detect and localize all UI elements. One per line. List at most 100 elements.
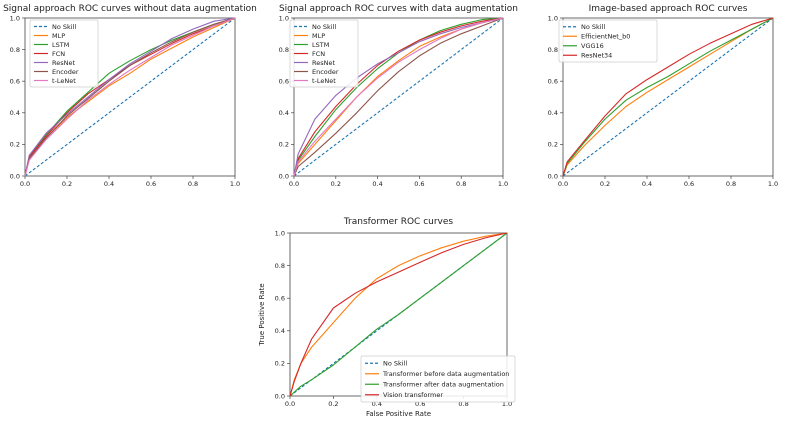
y-tick-label: 0.8 — [279, 46, 289, 54]
x-tick-label: 0.6 — [684, 180, 694, 188]
x-tick-label: 0.8 — [456, 180, 466, 188]
legend-label: MLP — [52, 32, 65, 40]
y-tick-label: 1.0 — [548, 14, 558, 22]
legend-label: EfficientNet_b0 — [581, 33, 630, 41]
y-tick-label: 0.2 — [275, 360, 285, 368]
y-tick-label: 0.4 — [548, 109, 558, 117]
x-tick-label: 0.2 — [328, 400, 338, 408]
series-line-resnet — [293, 17, 504, 177]
y-tick-label: 0.8 — [10, 46, 20, 54]
series-line-encoder — [24, 17, 236, 177]
y-tick-label: 0.2 — [279, 141, 289, 149]
series-line-encoder — [293, 17, 504, 177]
x-tick-label: 0.4 — [372, 400, 382, 408]
chart-title: Signal approach ROC curves without data … — [3, 4, 257, 14]
chart-signal-no-aug: Signal approach ROC curves without data … — [3, 4, 257, 188]
legend-label: ResNet — [312, 59, 335, 67]
x-tick-label: 0.0 — [285, 400, 295, 408]
x-tick-label: 0.4 — [642, 180, 652, 188]
x-tick-label: 0.8 — [458, 400, 468, 408]
chart-title: Image-based approach ROC curves — [589, 4, 748, 14]
legend-box — [29, 19, 99, 88]
legend-label: No Skill — [312, 23, 336, 31]
x-tick-label: 0.8 — [726, 180, 736, 188]
chart-signal-aug: Signal approach ROC curves with data aug… — [279, 4, 518, 188]
y-tick-label: 0.6 — [275, 295, 285, 303]
y-tick-label: 0.4 — [275, 327, 285, 335]
legend-label: Encoder — [312, 68, 339, 76]
legend-label: No Skill — [52, 23, 76, 31]
series-line-fcn — [24, 17, 236, 177]
legend-label: FCN — [312, 50, 325, 58]
x-tick-label: 1.0 — [230, 180, 240, 188]
y-tick-label: 0.0 — [279, 172, 289, 180]
series-line-no-skill — [293, 17, 504, 177]
legend-label: MLP — [312, 32, 325, 40]
series-line-vision-transformer — [289, 232, 508, 397]
x-tick-label: 0.0 — [289, 180, 299, 188]
x-axis-label: False Positive Rate — [366, 410, 431, 418]
y-axis-label: True Positive Rate — [258, 283, 266, 346]
legend-label: Encoder — [52, 68, 79, 76]
series-line-t-lenet — [24, 17, 236, 177]
chart-title: Signal approach ROC curves with data aug… — [279, 4, 518, 14]
x-tick-label: 0.8 — [188, 180, 198, 188]
series-line-t-lenet — [293, 17, 504, 177]
y-tick-label: 0.6 — [548, 78, 558, 86]
x-tick-label: 0.4 — [104, 180, 114, 188]
legend-label: t-LeNet — [52, 77, 76, 85]
legend: No Skill Transformer before data augmenta… — [360, 355, 516, 403]
series-line-transformer-after-data-augmentation — [289, 232, 508, 397]
series-line-vgg16 — [562, 17, 774, 177]
x-tick-label: 0.6 — [146, 180, 156, 188]
legend-label: No Skill — [581, 23, 605, 31]
y-tick-label: 1.0 — [10, 14, 20, 22]
legend-label: LSTM — [312, 41, 329, 49]
x-tick-label: 0.0 — [558, 180, 568, 188]
y-tick-label: 1.0 — [279, 14, 289, 22]
legend-label: ResNet — [52, 59, 75, 67]
legend-label: Vision transformer — [383, 391, 443, 399]
legend-label: No Skill — [383, 360, 407, 368]
legend-label: ResNet34 — [581, 52, 612, 60]
y-tick-label: 0.8 — [275, 262, 285, 270]
legend-box — [558, 19, 658, 63]
y-tick-label: 1.0 — [275, 229, 285, 237]
y-tick-label: 0.2 — [548, 141, 558, 149]
y-tick-label: 0.6 — [10, 78, 20, 86]
x-tick-label: 0.0 — [20, 180, 30, 188]
chart-image-based: Image-based approach ROC curves 0.00.0 0.2… — [548, 4, 779, 188]
y-tick-label: 0.0 — [275, 392, 285, 400]
x-tick-label: 0.6 — [415, 400, 425, 408]
series-line-efficientnet-b0 — [562, 17, 774, 177]
x-tick-label: 1.0 — [498, 180, 508, 188]
x-tick-label: 0.2 — [600, 180, 610, 188]
x-tick-label: 0.4 — [372, 180, 382, 188]
y-tick-label: 0.4 — [10, 109, 20, 117]
y-tick-label: 0.4 — [279, 109, 289, 117]
x-tick-label: 0.2 — [331, 180, 341, 188]
series-line-resnet — [24, 17, 236, 177]
legend-box — [360, 355, 516, 403]
series-line-no-skill — [562, 17, 774, 177]
legend-label: LSTM — [52, 41, 69, 49]
chart-transformer: Transformer ROC curves 0.00.0 0.2 0.2 0.4 0.4… — [258, 217, 516, 418]
legend-box — [289, 19, 359, 88]
series-line-lstm — [293, 17, 504, 177]
y-tick-label: 0.6 — [279, 78, 289, 86]
legend-label: FCN — [52, 50, 65, 58]
chart-title: Transformer ROC curves — [343, 217, 454, 227]
series-line-no-skill — [24, 17, 236, 177]
y-tick-label: 0.0 — [10, 172, 20, 180]
legend-label: t-LeNet — [312, 77, 336, 85]
x-tick-label: 1.0 — [502, 400, 512, 408]
series-line-resnet34 — [562, 17, 774, 177]
x-tick-label: 0.2 — [62, 180, 72, 188]
legend-label: Transformer after data augmentation — [382, 381, 504, 389]
legend-label: Transformer before data augmentation — [382, 370, 509, 378]
y-tick-label: 0.0 — [548, 172, 558, 180]
y-tick-label: 0.2 — [10, 141, 20, 149]
